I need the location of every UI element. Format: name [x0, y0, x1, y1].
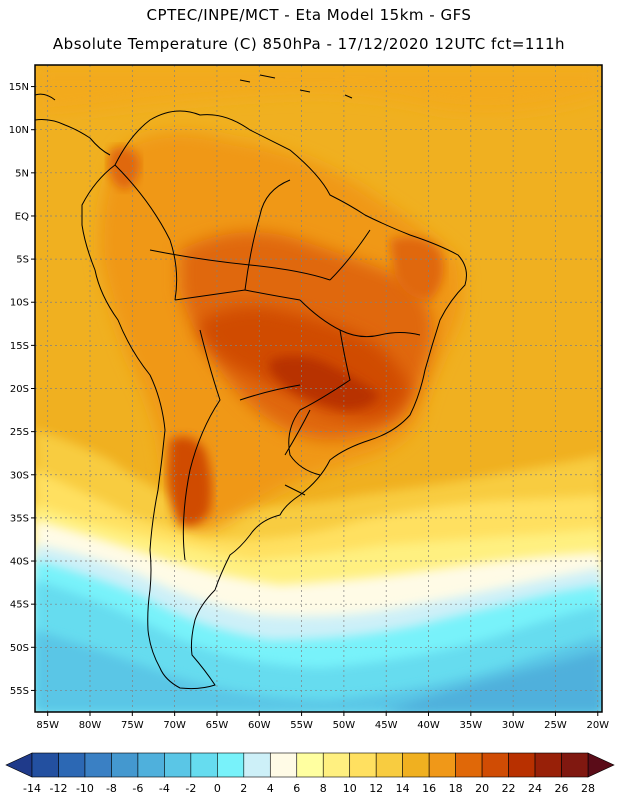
lon-label: 60W [248, 720, 271, 731]
colorbar-tick-label: 8 [320, 782, 327, 795]
colorbar-box [508, 752, 536, 778]
lat-label: 45S [10, 600, 29, 611]
lon-label: 30W [502, 720, 525, 731]
lon-label: 20W [586, 720, 609, 731]
colorbar-tick-label: -6 [132, 782, 143, 795]
lat-label: EQ [15, 211, 29, 222]
colorbar-box [243, 752, 271, 778]
colorbar-tick-label: 18 [449, 782, 463, 795]
lat-label: 20S [10, 384, 29, 395]
lat-label: 5S [16, 255, 29, 266]
colorbar-box [534, 752, 562, 778]
colorbar-tick-label: -14 [23, 782, 41, 795]
lat-label: 40S [10, 557, 29, 568]
title-line-1: CPTEC/INPE/MCT - Eta Model 15km - GFS [146, 6, 472, 24]
lat-label: 15N [9, 82, 29, 93]
colorbar-tick-label: 2 [240, 782, 247, 795]
lon-label: 35W [460, 720, 483, 731]
lon-label: 40W [417, 720, 440, 731]
colorbar-tick-label: 0 [214, 782, 221, 795]
coastlines-and-borders [35, 74, 467, 690]
colorbar-tick-label: 12 [369, 782, 383, 795]
lon-label: 70W [163, 720, 186, 731]
colorbar-tick-label: 26 [555, 782, 569, 795]
colorbar-tick-label: -2 [185, 782, 196, 795]
lat-label: 10N [9, 125, 29, 136]
colorbar-box [58, 752, 86, 778]
colorbar-tick-label: 14 [396, 782, 410, 795]
lat-label: 5N [15, 168, 29, 179]
colorbar-box [137, 752, 165, 778]
latitude-labels: 15N 10N 5N EQ 5S 10S 15S 20S 25S 30S 35S 40S 45S 50S 5… [9, 82, 35, 697]
colorbar-box [111, 752, 139, 778]
title-line-2: Absolute Temperature (C) 850hPa - 17/12/… [52, 35, 566, 53]
lon-label: 80W [79, 720, 102, 731]
colorbar-box [31, 752, 59, 778]
colorbar-tick-label: -12 [49, 782, 67, 795]
colorbar-tick-label: -8 [106, 782, 117, 795]
lat-label: 10S [10, 298, 29, 309]
colorbar-tick-label: 24 [528, 782, 542, 795]
colorbar-tick-label: 10 [343, 782, 357, 795]
colorbar-tick-label: 4 [267, 782, 274, 795]
lat-label: 15S [10, 341, 29, 352]
lon-label: 55W [290, 720, 313, 731]
lon-label: 85W [36, 720, 59, 731]
colorbar-box [455, 752, 483, 778]
colorbar-tick-label: 22 [502, 782, 516, 795]
lat-label: 50S [10, 643, 29, 654]
colorbar-tick-label: 20 [475, 782, 489, 795]
lon-label: 50W [333, 720, 356, 731]
colorbar-box [375, 752, 403, 778]
lon-label: 65W [206, 720, 229, 731]
colorbar-box [428, 752, 456, 778]
colorbar-box [296, 752, 324, 778]
colorbar-box [217, 752, 245, 778]
colorbar-box [269, 752, 298, 778]
colorbar: -14 -12 -10 -8 -6 -4 -2 0 2 4 6 8 10 12 14 16 18 20 22 24 26… [5, 752, 615, 795]
colorbar-tick-label: 6 [293, 782, 300, 795]
colorbar-tick-label: 16 [422, 782, 436, 795]
colorbar-tick-label: 28 [581, 782, 595, 795]
colorbar-box [190, 752, 218, 778]
colorbar-box [164, 752, 192, 778]
lat-label: 35S [10, 513, 29, 524]
colorbar-box [84, 752, 112, 778]
lat-label: 55S [10, 686, 29, 697]
lat-label: 25S [10, 427, 29, 438]
colorbar-box [561, 752, 589, 778]
colorbar-box [481, 752, 509, 778]
colorbar-box [349, 752, 377, 778]
colorbar-tick-label: -4 [159, 782, 170, 795]
lat-label: 30S [10, 470, 29, 481]
colorbar-tick-label: -10 [76, 782, 94, 795]
colorbar-max-arrow [587, 752, 615, 778]
colorbar-box [322, 752, 351, 778]
lon-label: 45W [375, 720, 398, 731]
colorbar-box [402, 752, 430, 778]
colorbar-min-arrow [5, 752, 33, 778]
lon-label: 75W [121, 720, 144, 731]
lon-label: 25W [544, 720, 567, 731]
longitude-labels: 85W 80W 75W 70W 65W 60W 55W 50W 45W 40W 35W 30W 25W 2… [36, 712, 609, 731]
temperature-field [35, 65, 602, 712]
